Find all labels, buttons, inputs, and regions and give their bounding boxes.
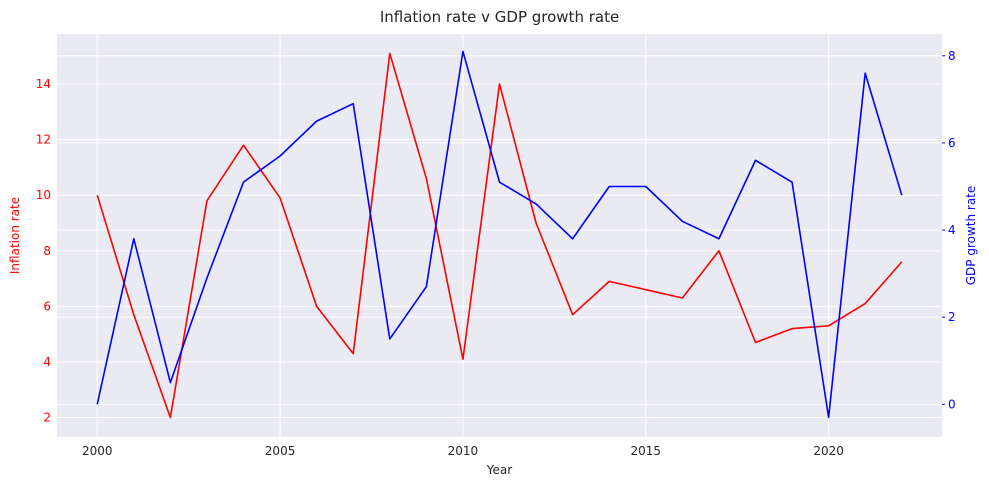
x-tick-label: 2005	[265, 444, 296, 458]
y-left-tick-label: 14	[36, 77, 51, 91]
y-right-tick-label: 4	[948, 223, 956, 237]
grid-lines	[57, 34, 942, 437]
x-axis-title: Year	[486, 463, 512, 477]
series-layer	[96, 50, 903, 419]
x-tick-label: 2010	[448, 444, 479, 458]
plot-area	[57, 34, 942, 437]
y-left-tick-label: 6	[43, 299, 51, 313]
y-right-tick-label: 0	[948, 397, 956, 411]
y-left-tick-label: 10	[36, 188, 51, 202]
y-left-tick-label: 4	[43, 355, 51, 369]
inflation-line	[96, 52, 903, 419]
x-tick-label: 2015	[631, 444, 662, 458]
y-axis-left-title: Inflation rate	[8, 197, 22, 274]
x-tick-label: 2020	[813, 444, 844, 458]
chart-title: Inflation rate v GDP growth rate	[380, 8, 619, 26]
y-axis-right-title: GDP growth rate	[964, 186, 978, 286]
y-right-tick-label: 8	[948, 49, 956, 63]
y-left-tick-label: 2	[43, 411, 51, 425]
tick-labels: 2000 2005 2010 2015 2020 2 4 6 8 10 12 14 0 2 4 6 8	[36, 49, 956, 458]
y-left-tick-label: 8	[43, 244, 51, 258]
y-right-tick-label: 6	[948, 136, 956, 150]
gdp-growth-line	[96, 50, 903, 419]
x-tick-label: 2000	[82, 444, 113, 458]
y-left-tick-label: 12	[36, 133, 51, 147]
y-right-tick-label: 2	[948, 310, 956, 324]
